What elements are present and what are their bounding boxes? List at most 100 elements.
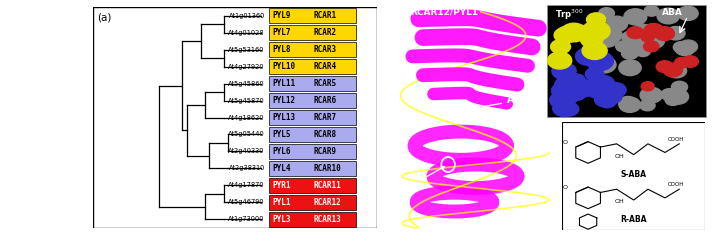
Circle shape (622, 47, 639, 59)
Text: OH: OH (614, 199, 624, 204)
Circle shape (640, 87, 662, 103)
Text: Trp$^{300}$: Trp$^{300}$ (555, 8, 584, 23)
FancyBboxPatch shape (269, 8, 356, 23)
Circle shape (642, 82, 654, 91)
Circle shape (557, 26, 580, 42)
Circle shape (555, 77, 577, 92)
Text: PYL8: PYL8 (272, 45, 290, 54)
FancyBboxPatch shape (269, 161, 356, 176)
Text: PYR1: PYR1 (272, 181, 290, 190)
Text: RCAR11: RCAR11 (313, 181, 341, 190)
Circle shape (548, 52, 572, 69)
Text: ABA: ABA (452, 95, 529, 113)
Text: COOH: COOH (669, 182, 684, 187)
Circle shape (552, 83, 574, 98)
Circle shape (675, 42, 694, 56)
Circle shape (571, 79, 595, 97)
Circle shape (678, 6, 698, 20)
FancyBboxPatch shape (93, 7, 377, 228)
Text: RCAR10: RCAR10 (313, 164, 341, 173)
Circle shape (643, 33, 664, 48)
Text: PYL3: PYL3 (272, 215, 290, 224)
Text: PYL7: PYL7 (272, 28, 290, 37)
FancyBboxPatch shape (269, 93, 356, 108)
Circle shape (567, 74, 585, 87)
Circle shape (667, 89, 689, 104)
Circle shape (674, 58, 689, 68)
Circle shape (606, 16, 627, 31)
Text: PYL12: PYL12 (272, 96, 295, 105)
Text: At5g46790: At5g46790 (229, 200, 265, 205)
Circle shape (575, 47, 601, 65)
Text: PYL11: PYL11 (272, 79, 295, 88)
Circle shape (627, 27, 644, 39)
Circle shape (552, 63, 576, 80)
Circle shape (590, 75, 614, 93)
Circle shape (619, 60, 642, 76)
Circle shape (587, 13, 606, 26)
Circle shape (600, 89, 622, 104)
Circle shape (644, 41, 659, 52)
Circle shape (587, 51, 613, 70)
Circle shape (622, 31, 641, 44)
Circle shape (568, 88, 586, 100)
Circle shape (635, 46, 651, 57)
Circle shape (644, 6, 659, 16)
Text: At1g01360: At1g01360 (229, 12, 265, 19)
Circle shape (671, 81, 688, 93)
FancyBboxPatch shape (269, 110, 356, 125)
Text: RCAR3: RCAR3 (313, 45, 336, 54)
FancyBboxPatch shape (269, 144, 356, 159)
Text: RCAR9: RCAR9 (313, 147, 336, 156)
Text: RCAR6: RCAR6 (313, 96, 336, 105)
Circle shape (550, 40, 570, 54)
Circle shape (557, 73, 577, 87)
Circle shape (559, 102, 579, 116)
Text: At5g05440: At5g05440 (228, 132, 265, 137)
Text: RCAR2: RCAR2 (313, 28, 336, 37)
Circle shape (554, 28, 575, 43)
Text: At4g17870: At4g17870 (229, 182, 265, 188)
FancyBboxPatch shape (269, 25, 356, 40)
Circle shape (580, 32, 603, 47)
Text: RCAR5: RCAR5 (313, 79, 336, 88)
Circle shape (553, 101, 575, 117)
Text: PYL13: PYL13 (272, 113, 295, 122)
Text: PYL10: PYL10 (272, 62, 295, 71)
Text: RCAR7: RCAR7 (313, 113, 336, 122)
Circle shape (666, 64, 686, 78)
Circle shape (587, 83, 607, 98)
FancyBboxPatch shape (269, 212, 356, 227)
Text: RCAR13: RCAR13 (313, 215, 341, 224)
Circle shape (600, 80, 614, 91)
Circle shape (644, 24, 659, 35)
Circle shape (644, 24, 664, 37)
Circle shape (619, 97, 641, 112)
Text: S-ABA: S-ABA (621, 170, 646, 179)
Circle shape (632, 35, 648, 47)
Circle shape (632, 40, 649, 52)
Text: PYL4: PYL4 (272, 164, 290, 173)
FancyBboxPatch shape (269, 127, 356, 142)
Circle shape (657, 8, 679, 24)
Text: RCAR12/PYL1: RCAR12/PYL1 (410, 7, 478, 16)
Text: PYL1: PYL1 (272, 198, 290, 207)
Text: PYL9: PYL9 (272, 11, 290, 20)
Circle shape (674, 42, 689, 53)
Text: O: O (562, 185, 568, 190)
Circle shape (641, 33, 654, 42)
FancyBboxPatch shape (269, 59, 356, 74)
Text: RCAR1: RCAR1 (313, 11, 336, 20)
Circle shape (565, 74, 585, 87)
Text: At4g18620: At4g18620 (229, 114, 265, 121)
Text: At5g45870: At5g45870 (228, 98, 265, 103)
Circle shape (679, 40, 698, 53)
Circle shape (661, 89, 678, 101)
Text: At1g73000: At1g73000 (229, 216, 265, 223)
Circle shape (605, 82, 626, 97)
Circle shape (600, 35, 617, 47)
Text: At2g38310: At2g38310 (229, 165, 265, 172)
Text: ABA: ABA (662, 8, 683, 17)
Circle shape (582, 42, 607, 59)
Text: At4g01028: At4g01028 (229, 30, 265, 35)
